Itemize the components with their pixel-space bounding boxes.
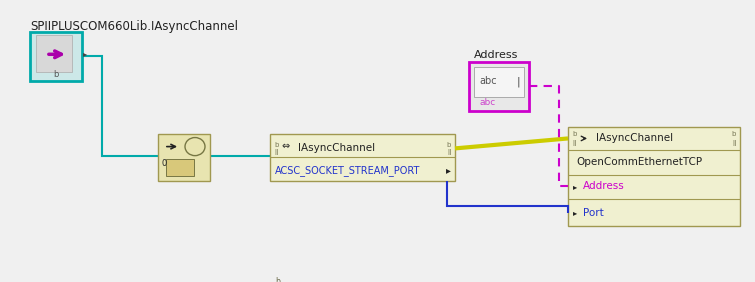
FancyBboxPatch shape — [270, 134, 455, 181]
Text: abc: abc — [479, 76, 497, 87]
FancyBboxPatch shape — [36, 35, 72, 72]
Text: ▸: ▸ — [573, 208, 578, 217]
Text: ▸: ▸ — [83, 49, 88, 58]
FancyBboxPatch shape — [469, 61, 529, 111]
Text: Address: Address — [583, 181, 624, 191]
Text: IAsyncChannel: IAsyncChannel — [596, 133, 673, 144]
FancyBboxPatch shape — [30, 32, 82, 81]
Text: b: b — [572, 131, 576, 137]
Text: abc: abc — [479, 98, 495, 107]
Text: ǁ: ǁ — [572, 140, 575, 146]
Text: Port: Port — [583, 208, 604, 218]
Text: SPIIPLUSCOM660Lib.IAsyncChannel: SPIIPLUSCOM660Lib.IAsyncChannel — [30, 20, 238, 33]
Text: Address: Address — [474, 50, 519, 60]
Text: b: b — [275, 277, 280, 282]
Text: b: b — [54, 70, 59, 79]
Text: ǁ: ǁ — [274, 149, 277, 155]
FancyBboxPatch shape — [568, 127, 740, 226]
Text: ǁ: ǁ — [732, 140, 736, 146]
Text: ⇔: ⇔ — [282, 141, 290, 151]
Text: OpenCommEthernetTCP: OpenCommEthernetTCP — [576, 157, 702, 167]
Text: ǁ: ǁ — [448, 149, 451, 155]
FancyBboxPatch shape — [474, 67, 524, 97]
Text: ▸: ▸ — [573, 182, 578, 191]
Text: |: | — [517, 76, 521, 87]
Text: 0: 0 — [161, 159, 166, 168]
Text: IAsyncChannel: IAsyncChannel — [298, 143, 375, 153]
FancyBboxPatch shape — [166, 159, 194, 175]
Text: b: b — [732, 131, 736, 137]
FancyBboxPatch shape — [158, 134, 210, 181]
Text: b: b — [447, 142, 451, 148]
Text: ACSC_SOCKET_STREAM_PORT: ACSC_SOCKET_STREAM_PORT — [275, 165, 421, 176]
Text: ▸: ▸ — [446, 165, 451, 175]
Text: b: b — [274, 142, 279, 148]
